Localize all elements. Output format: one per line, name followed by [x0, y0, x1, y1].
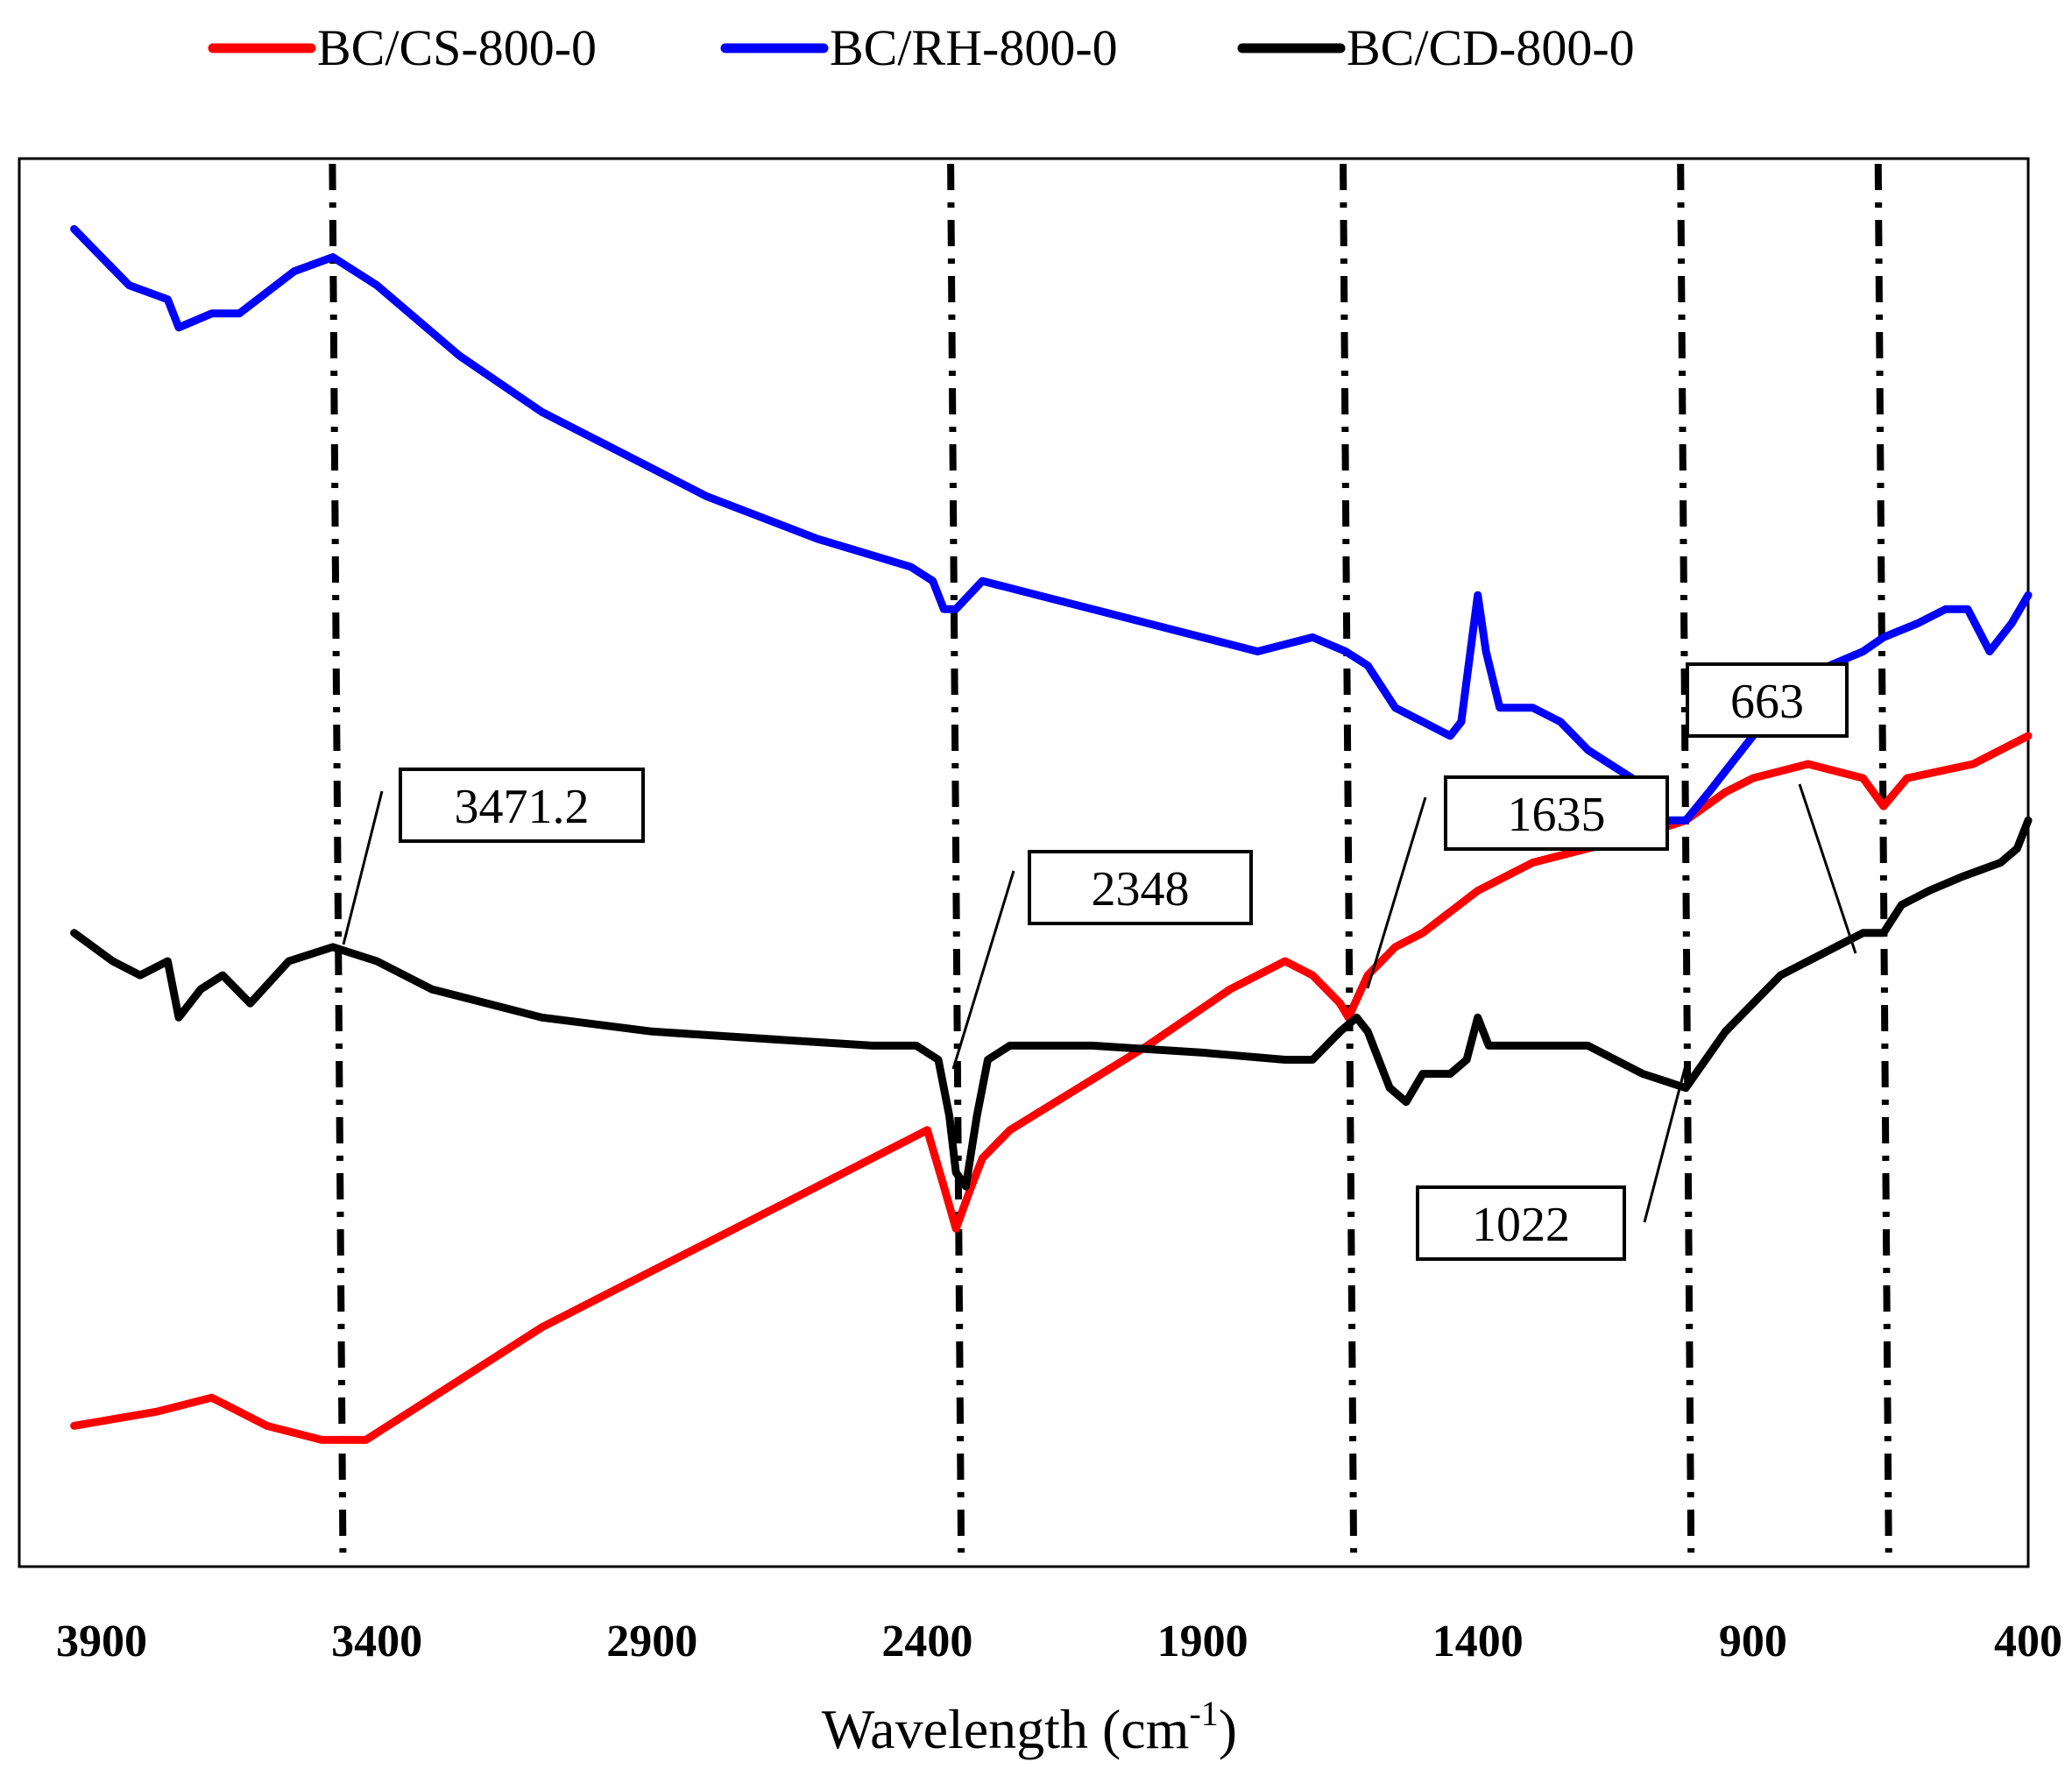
x-tick-label-1400: 1400: [1432, 1617, 1524, 1666]
annotation-box-1635: [1444, 775, 1669, 851]
legend: BC/CS-800-0 BC/RH-800-0 BC/CD-800-0: [208, 19, 1635, 76]
annotation-box-2348: [1028, 850, 1253, 925]
annotation-box-3471.2: [399, 768, 645, 843]
x-axis-title-main: Wavelength (cm: [822, 1698, 1190, 1760]
annotation-boxes: 3471.2 2348 1635 1022 663: [399, 662, 1849, 1261]
annotation-label-3471.2: 3471.2: [455, 780, 590, 834]
annotation-leader-1022: [1643, 1061, 1688, 1223]
reference-line-1: [947, 163, 965, 1553]
annotation-label-663: 663: [1730, 675, 1804, 729]
plot-area: [18, 157, 2030, 1568]
x-axis-title-suffix: ): [1219, 1698, 1237, 1760]
annotation-leader-663: [1798, 783, 1857, 954]
legend-label-bc-rh: BC/RH-800-0: [830, 19, 1118, 76]
reference-lines: [329, 163, 1892, 1553]
x-tick-label-2900: 2900: [606, 1617, 697, 1666]
annotation-leader-1635: [1366, 796, 1427, 989]
annotation-box-663: [1686, 662, 1849, 738]
x-axis-title: Wavelength (cm-1): [822, 1694, 1237, 1760]
x-tick-label-3400: 3400: [331, 1617, 422, 1666]
legend-label-bc-cs: BC/CS-800-0: [317, 19, 597, 76]
series-layer: [70, 224, 2033, 1444]
reference-line-4: [1874, 163, 1892, 1553]
annotation-label-1022: 1022: [1472, 1198, 1570, 1252]
x-axis-ticks: 3900 3400 2900 2400 1900 1400 900 400: [56, 1617, 2062, 1666]
series-line-bc-cs-800-0: [70, 732, 2033, 1444]
legend-label-bc-cd: BC/CD-800-0: [1347, 19, 1635, 76]
annotation-box-1022: [1416, 1185, 1626, 1261]
x-tick-label-900: 900: [1719, 1617, 1787, 1666]
annotation-leader-3471.2: [342, 790, 384, 945]
x-axis-title-superscript: -1: [1189, 1694, 1218, 1733]
annotation-label-2348: 2348: [1092, 862, 1190, 916]
series-line-bc-cd-800-0: [70, 816, 2033, 1191]
x-tick-label-2400: 2400: [881, 1617, 972, 1666]
x-tick-label-400: 400: [1994, 1617, 2062, 1666]
annotation-leaders: [342, 783, 1857, 1223]
reference-line-0: [329, 163, 347, 1553]
annotation-leader-2348: [951, 870, 1015, 1070]
x-tick-label-3900: 3900: [56, 1617, 147, 1666]
reference-line-2: [1340, 163, 1358, 1553]
x-tick-label-1900: 1900: [1157, 1617, 1248, 1666]
annotation-label-1635: 1635: [1508, 788, 1606, 842]
reference-line-3: [1677, 163, 1695, 1553]
